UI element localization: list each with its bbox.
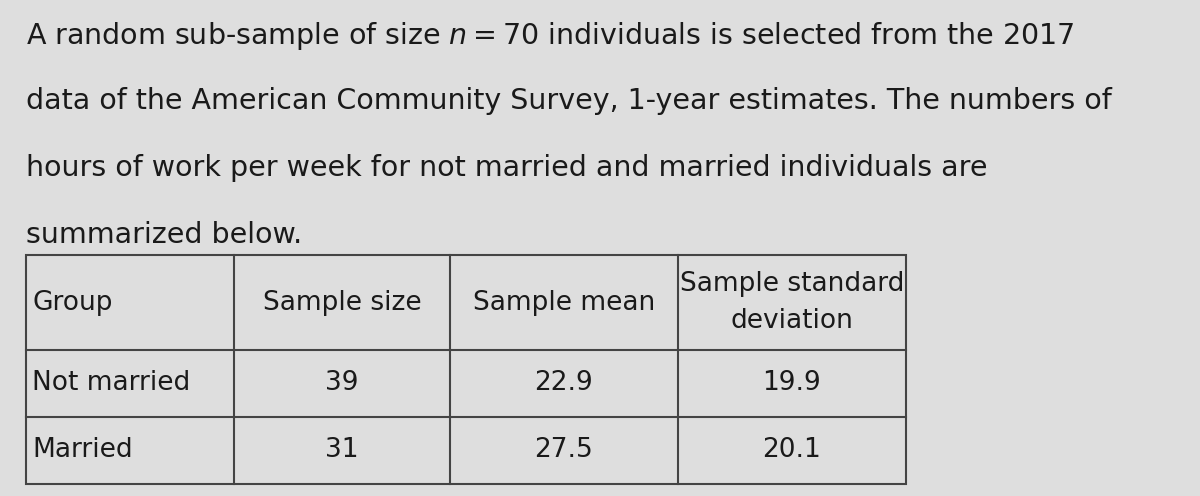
Text: Sample mean: Sample mean <box>473 290 655 315</box>
Text: Sample size: Sample size <box>263 290 421 315</box>
Text: summarized below.: summarized below. <box>26 221 302 248</box>
Text: Sample standard: Sample standard <box>680 271 904 297</box>
Text: data of the American Community Survey, 1-year estimates. The numbers of: data of the American Community Survey, 1… <box>26 87 1112 115</box>
Text: 27.5: 27.5 <box>535 437 593 463</box>
Text: Not married: Not married <box>32 370 191 396</box>
Text: A random sub-sample of size $n = 70$ individuals is selected from the 2017: A random sub-sample of size $n = 70$ ind… <box>26 20 1075 52</box>
Text: 22.9: 22.9 <box>535 370 593 396</box>
Text: Married: Married <box>32 437 133 463</box>
Text: 19.9: 19.9 <box>763 370 821 396</box>
Bar <box>26 255 906 484</box>
Text: hours of work per week for not married and married individuals are: hours of work per week for not married a… <box>26 154 988 182</box>
Text: deviation: deviation <box>731 309 853 334</box>
Text: 31: 31 <box>325 437 359 463</box>
Text: 39: 39 <box>325 370 359 396</box>
Text: 20.1: 20.1 <box>763 437 821 463</box>
Text: Group: Group <box>32 290 113 315</box>
